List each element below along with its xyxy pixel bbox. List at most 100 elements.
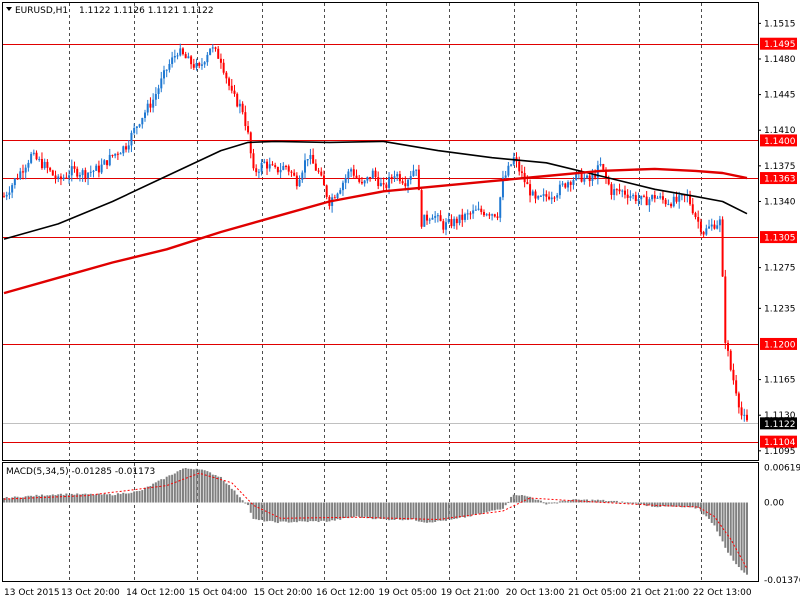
candle-body bbox=[583, 177, 586, 182]
macd-bar bbox=[162, 479, 165, 503]
candle-body bbox=[21, 171, 24, 173]
macd-bar bbox=[35, 494, 38, 503]
candle-body bbox=[618, 189, 621, 192]
macd-bar bbox=[152, 483, 155, 503]
candle-body bbox=[95, 165, 98, 171]
candle-body bbox=[8, 192, 11, 195]
macd-bar bbox=[382, 502, 385, 520]
time-tick-label: 22 Oct 13:00 bbox=[693, 588, 752, 598]
candle-body bbox=[89, 171, 92, 173]
macd-bar bbox=[119, 494, 122, 503]
candle-body bbox=[255, 168, 258, 173]
macd-bar bbox=[219, 476, 222, 503]
macd-bar bbox=[209, 472, 212, 503]
level-badge-label: 1.1200 bbox=[764, 340, 796, 350]
macd-bar bbox=[461, 502, 464, 517]
candle-body bbox=[727, 342, 730, 351]
candle-body bbox=[491, 214, 494, 216]
macd-bar bbox=[252, 502, 255, 519]
macd-bar bbox=[350, 502, 353, 518]
candle-body bbox=[496, 216, 499, 218]
macd-bar bbox=[32, 496, 35, 503]
ohlc-label: 1.1122 1.1126 1.1121 1.1122 bbox=[79, 6, 214, 16]
candle-body bbox=[285, 165, 288, 167]
candle-body bbox=[5, 194, 8, 197]
macd-bar bbox=[718, 502, 721, 537]
candle-body bbox=[114, 153, 117, 156]
macd-bar bbox=[632, 502, 635, 504]
candle-body bbox=[322, 175, 325, 186]
candle-body bbox=[293, 172, 296, 176]
candle-body bbox=[87, 172, 90, 178]
candle-body bbox=[24, 167, 27, 173]
candle-body bbox=[729, 350, 732, 370]
candle-body bbox=[46, 161, 49, 168]
macd-bar bbox=[623, 502, 626, 504]
macd-bar bbox=[458, 502, 461, 518]
price-tick-label: 1.1095 bbox=[764, 447, 796, 457]
macd-bar bbox=[106, 494, 109, 503]
candle-body bbox=[19, 171, 22, 179]
candle-body bbox=[699, 221, 702, 232]
candle-body bbox=[545, 194, 548, 197]
macd-bar bbox=[228, 485, 231, 503]
candle-body bbox=[138, 124, 141, 127]
candle-body bbox=[463, 214, 466, 220]
macd-bar bbox=[238, 497, 241, 503]
macd-bar bbox=[520, 495, 523, 503]
candle-body bbox=[100, 164, 103, 173]
macd-bar bbox=[187, 468, 190, 503]
macd-bar bbox=[116, 493, 119, 503]
candle-body bbox=[550, 197, 553, 200]
symbol-label: EURUSD,H1 bbox=[15, 6, 68, 16]
macd-bar bbox=[396, 502, 399, 519]
candle-body bbox=[390, 176, 393, 178]
macd-bar bbox=[46, 495, 49, 503]
macd-plot-frame bbox=[2, 462, 759, 582]
candle-body bbox=[746, 414, 748, 421]
macd-bar bbox=[108, 493, 111, 503]
candle-body bbox=[162, 70, 165, 79]
macd-bar bbox=[285, 502, 288, 522]
macd-bar bbox=[594, 500, 597, 503]
macd-bar bbox=[445, 502, 448, 521]
candle-body bbox=[144, 112, 147, 118]
macd-bar bbox=[640, 502, 643, 504]
macd-tick-label: 0.00619 bbox=[764, 464, 800, 474]
macd-bar bbox=[76, 493, 79, 503]
candle-body bbox=[347, 171, 350, 178]
macd-bar bbox=[602, 499, 605, 503]
candle-body bbox=[586, 175, 589, 178]
dropdown-arrow-icon[interactable] bbox=[6, 7, 12, 11]
price-tick-label: 1.1165 bbox=[764, 376, 796, 386]
candle-body bbox=[477, 208, 480, 210]
macd-bar bbox=[100, 494, 103, 503]
macd-bar bbox=[230, 488, 233, 503]
candle-body bbox=[705, 228, 708, 235]
level-badge bbox=[760, 231, 797, 244]
macd-bar bbox=[247, 502, 250, 506]
ma-slow-line bbox=[3, 140, 748, 240]
macd-bar bbox=[312, 502, 315, 522]
macd-bar bbox=[84, 493, 87, 503]
candle-body bbox=[268, 164, 271, 169]
candle-body bbox=[116, 153, 119, 155]
level-badge bbox=[760, 337, 797, 350]
macd-bar bbox=[678, 502, 681, 507]
macd-bar bbox=[670, 502, 673, 507]
macd-bar bbox=[474, 502, 477, 515]
candle-body bbox=[702, 231, 705, 235]
candle-body bbox=[187, 56, 190, 59]
candle-body bbox=[54, 175, 57, 179]
macd-bar bbox=[92, 494, 95, 503]
macd-bar bbox=[463, 502, 466, 518]
candle-body bbox=[92, 170, 95, 172]
candle-body bbox=[339, 190, 342, 194]
macd-bar bbox=[485, 502, 488, 513]
candle-body bbox=[233, 90, 236, 94]
candle-body bbox=[740, 407, 743, 416]
candle-body bbox=[171, 57, 174, 65]
candle-body bbox=[466, 213, 469, 215]
macd-bar bbox=[317, 502, 320, 523]
candle-body bbox=[68, 175, 71, 178]
